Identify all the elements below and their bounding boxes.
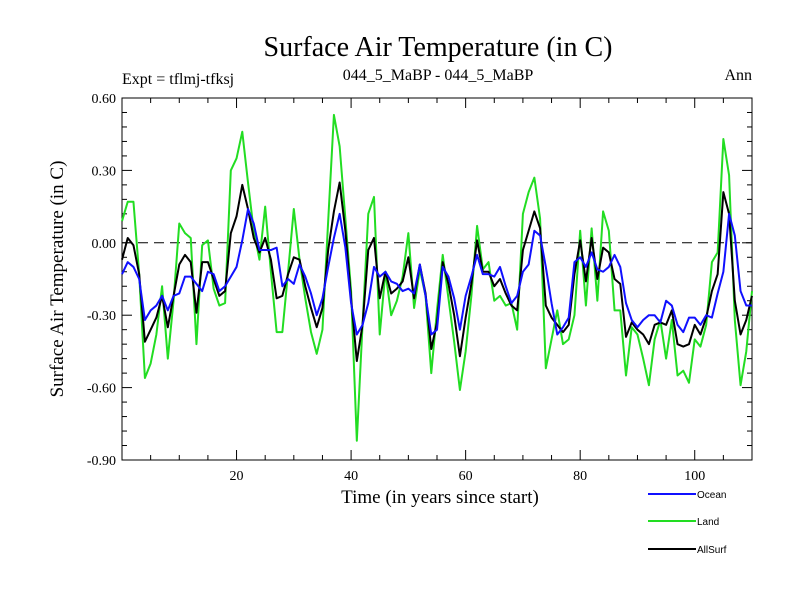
legend: Ocean Land AllSurf bbox=[648, 490, 727, 556]
chart-title: Surface Air Temperature (in C) bbox=[264, 32, 613, 63]
x-tick-label: 20 bbox=[230, 469, 244, 484]
x-tick-label: 80 bbox=[573, 469, 587, 484]
legend-label-land: Land bbox=[697, 517, 719, 528]
y-tick-label: -0.30 bbox=[87, 309, 116, 324]
y-axis-label: Surface Air Temperature (in C) bbox=[47, 161, 68, 398]
y-tick-label: -0.60 bbox=[87, 382, 116, 397]
x-axis-label: Time (in years since start) bbox=[341, 487, 539, 508]
y-tick-label: 0.00 bbox=[92, 237, 117, 252]
legend-label-allsurf: AllSurf bbox=[697, 545, 727, 556]
series-line-ocean bbox=[121, 208, 752, 336]
y-tick-label: -0.90 bbox=[87, 454, 116, 469]
y-tick-label: 0.30 bbox=[92, 164, 117, 179]
subtitle-right: Ann bbox=[724, 67, 752, 84]
x-tick-label: 100 bbox=[684, 469, 705, 484]
legend-label-ocean: Ocean bbox=[697, 490, 726, 501]
x-tick-label: 40 bbox=[344, 469, 358, 484]
plot-frame bbox=[121, 97, 753, 461]
subtitle-center: 044_5_MaBP - 044_5_MaBP bbox=[343, 67, 534, 84]
subtitle-left: Expt = tflmj-tfksj bbox=[122, 71, 234, 88]
x-tick-label: 60 bbox=[459, 469, 473, 484]
y-tick-label: 0.60 bbox=[92, 92, 117, 107]
series-line-allsurf bbox=[121, 181, 753, 363]
series-line-land bbox=[121, 113, 753, 442]
